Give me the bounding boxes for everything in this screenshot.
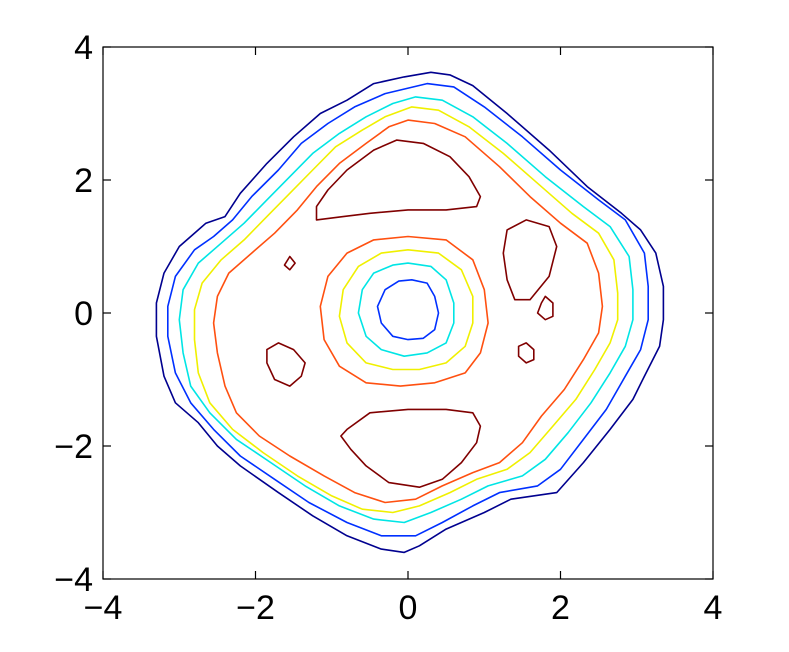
contour-line-4 xyxy=(212,119,604,504)
contour-line-8 xyxy=(376,279,440,341)
contour-line-12 xyxy=(266,342,306,387)
contour-line-7 xyxy=(357,262,455,357)
contour-line-9 xyxy=(315,139,482,221)
contour-line-1 xyxy=(167,82,649,537)
y-tick-label: 4 xyxy=(74,29,93,67)
contour-line-13 xyxy=(283,255,296,271)
contour-line-6 xyxy=(338,249,474,371)
contour-line-11 xyxy=(502,219,558,301)
contour-line-14 xyxy=(536,295,554,321)
y-tick-label: −2 xyxy=(54,428,93,466)
x-tick-label: 2 xyxy=(551,589,570,627)
contour-line-3 xyxy=(193,106,619,514)
y-tick-labels: −4 −2 0 2 4 xyxy=(54,29,93,599)
y-tick-label: 2 xyxy=(74,162,93,200)
contour-line-0 xyxy=(155,71,665,554)
contour-line-5 xyxy=(319,235,489,387)
x-tick-label: −2 xyxy=(236,589,275,627)
contour-line-2 xyxy=(178,96,634,524)
y-tick-label: 0 xyxy=(74,295,93,333)
x-tick-label: 4 xyxy=(704,589,723,627)
contour-line-10 xyxy=(340,408,482,488)
axis-ticks xyxy=(102,46,714,580)
x-tick-labels: −4 −2 0 2 4 xyxy=(84,589,723,627)
contour-line-15 xyxy=(517,342,535,364)
y-tick-label: −4 xyxy=(54,561,93,599)
x-tick-label: 0 xyxy=(399,589,418,627)
contour-lines xyxy=(155,71,665,554)
x-tick-label: −4 xyxy=(84,589,123,627)
